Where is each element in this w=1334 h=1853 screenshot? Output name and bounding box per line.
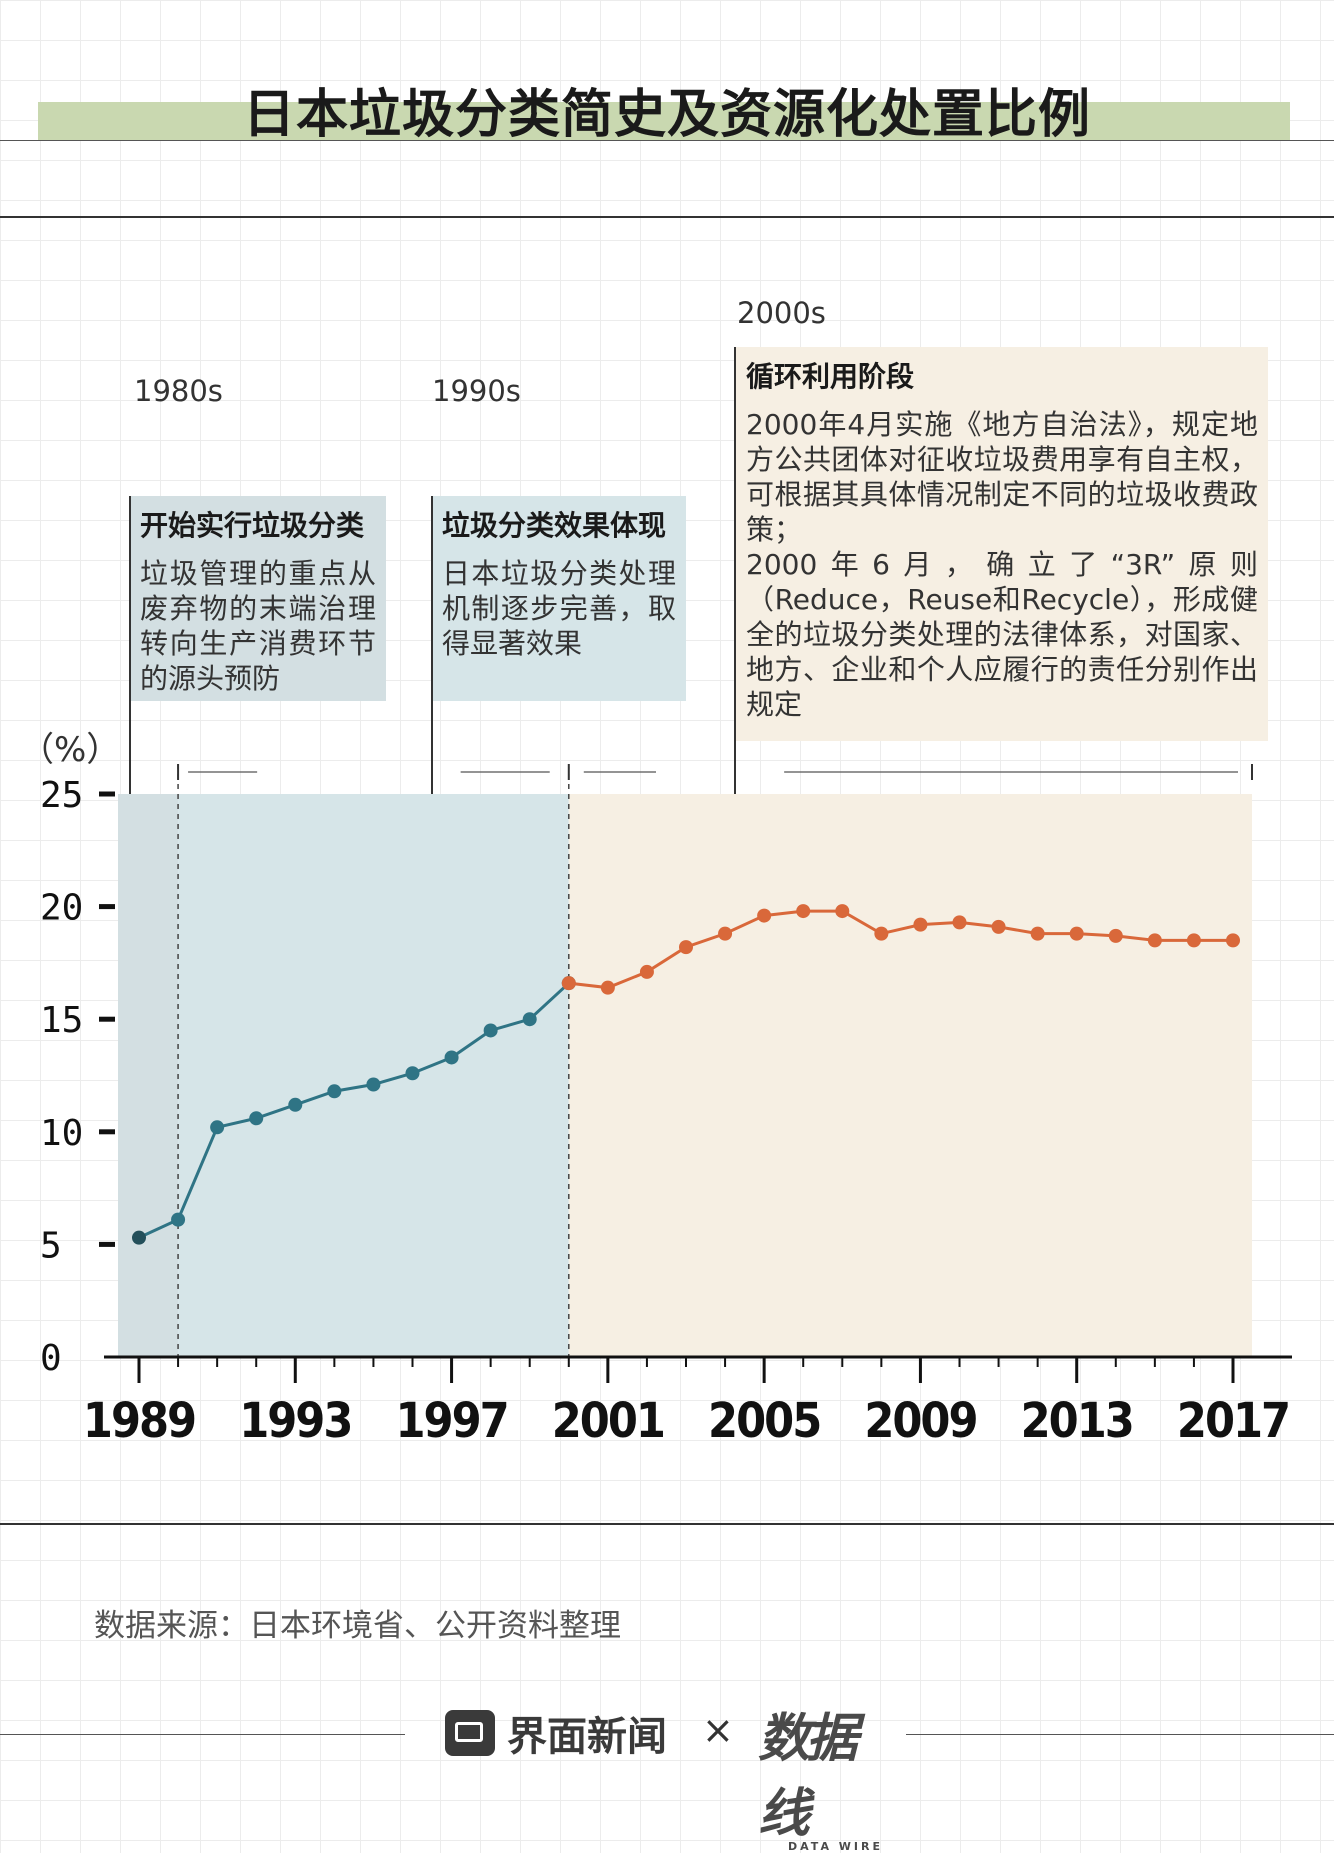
x-tick-label: 1993	[239, 1393, 351, 1449]
data-point	[796, 904, 811, 919]
data-point	[991, 919, 1006, 934]
data-point	[444, 1050, 459, 1065]
data-point	[210, 1120, 225, 1135]
data-source: 数据来源：日本环境省、公开资料整理	[94, 1608, 621, 1644]
data-point	[757, 908, 772, 923]
data-point	[405, 1066, 420, 1081]
y-tick-label: 15	[40, 1000, 83, 1041]
x-tick-label: 2013	[1021, 1393, 1133, 1449]
x-tick-label: 1989	[83, 1393, 195, 1449]
data-point	[1030, 926, 1045, 941]
x-tick-label: 2005	[708, 1393, 820, 1449]
x-tick-label: 2009	[864, 1393, 976, 1449]
data-point	[913, 917, 928, 932]
x-tick-label: 2001	[552, 1393, 664, 1449]
era-label-1980s: 1980s	[134, 374, 223, 408]
line-chart: 0 5 10 15 20 25 1989 1993 1997 2001 2005 2009 2013 20…	[40, 764, 1292, 1449]
data-point	[1069, 926, 1084, 941]
era-label-2000s: 2000s	[737, 296, 826, 330]
footer-line-right	[906, 1734, 1334, 1735]
y-tick-label: 10	[40, 1113, 83, 1154]
brand-name: 界面新闻	[507, 1714, 667, 1760]
era-heading-2000s: 循环利用阶段	[746, 360, 915, 393]
data-point	[1147, 933, 1162, 948]
era-connector-1980s	[129, 496, 131, 796]
data-point	[1186, 933, 1201, 948]
era-text-1990s: 日本垃圾分类处理机制逐步完善，取得显著效果	[442, 557, 676, 660]
title-band	[38, 102, 1290, 140]
era-box-2000s: 循环利用阶段 2000年4月实施《地方自治法》，规定地方公共团体对征收垃圾费用享…	[736, 347, 1268, 741]
y-tick-label: 5	[40, 1225, 62, 1266]
era-connector-2000s	[734, 347, 736, 796]
title-rule	[0, 140, 1334, 141]
data-point	[522, 1012, 537, 1027]
brand-icon	[445, 1710, 495, 1756]
y-tick-label: 25	[40, 775, 83, 816]
era-box-1990s: 垃圾分类效果体现 日本垃圾分类处理机制逐步完善，取得显著效果	[432, 496, 686, 701]
data-point	[835, 904, 850, 919]
data-point	[1226, 933, 1240, 948]
data-wire-logo-sub: DATA WIRE	[788, 1840, 883, 1853]
y-tick-label: 0	[40, 1338, 62, 1379]
data-point	[718, 926, 733, 941]
x-tick-label: 2017	[1177, 1393, 1289, 1449]
period-band-0	[118, 794, 179, 1357]
data-point	[366, 1077, 381, 1092]
period-band-2	[568, 794, 1252, 1357]
data-point	[600, 980, 615, 995]
brand-logo: 界面新闻	[445, 1706, 667, 1760]
data-wire-logo: 数据线 DATA WIRE	[758, 1696, 888, 1853]
data-point	[639, 964, 654, 979]
era-box-1980s: 开始实行垃圾分类 垃圾管理的重点从废弃物的末端治理转向生产消费环节的源头预防	[130, 496, 386, 701]
footer-line-left	[0, 1734, 405, 1735]
data-point	[483, 1023, 498, 1038]
x-tick-label: 1997	[395, 1393, 507, 1449]
era-text-1980s: 垃圾管理的重点从废弃物的末端治理转向生产消费环节的源头预防	[140, 557, 376, 695]
page-title: 日本垃圾分类简史及资源化处置比例	[242, 85, 1091, 145]
era-connector-1990s	[431, 496, 433, 796]
data-point	[288, 1097, 303, 1112]
data-point	[679, 940, 693, 955]
data-point	[874, 926, 889, 941]
era-label-1990s: 1990s	[432, 374, 521, 408]
header-divider	[0, 216, 1334, 218]
era-text-2000s: 2000年4月实施《地方自治法》，规定地方公共团体对征收垃圾费用享有自主权，可根…	[746, 408, 1258, 721]
chart-bottom-divider	[0, 1523, 1334, 1525]
data-wire-logo-text: 数据线	[758, 1709, 858, 1844]
period-band-1	[178, 794, 569, 1357]
data-point	[132, 1230, 146, 1245]
era-heading-1980s: 开始实行垃圾分类	[140, 509, 365, 542]
data-point	[327, 1084, 342, 1099]
data-point	[171, 1212, 186, 1227]
y-axis-unit: （%）	[20, 730, 121, 770]
times-sign: ×	[702, 1708, 734, 1752]
y-tick-label: 20	[40, 888, 83, 929]
data-point	[249, 1111, 264, 1126]
era-heading-1990s: 垃圾分类效果体现	[442, 509, 667, 542]
data-point	[561, 976, 576, 991]
data-point	[1108, 928, 1123, 943]
data-point	[952, 915, 967, 930]
